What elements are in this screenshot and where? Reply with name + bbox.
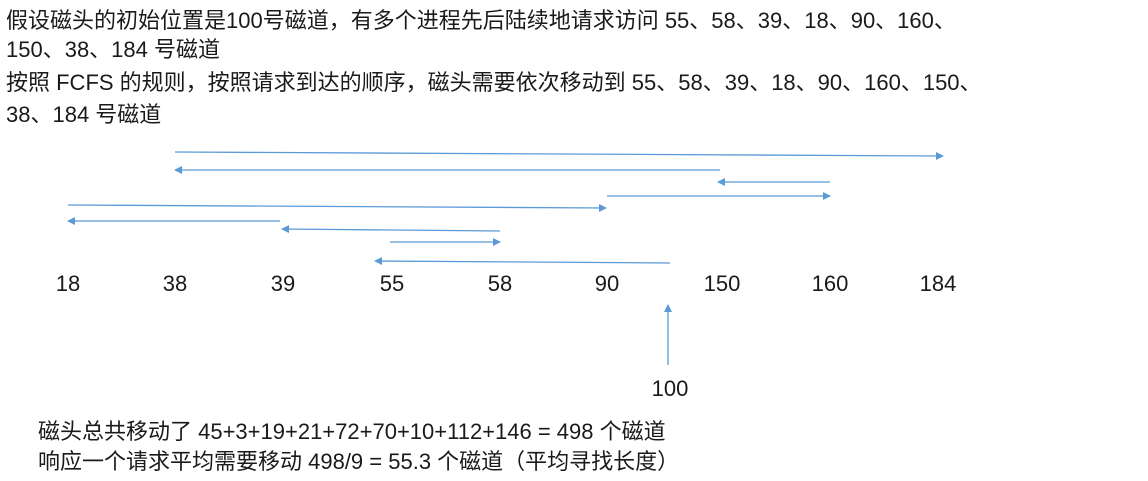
movement-arrows bbox=[67, 151, 944, 365]
track-label: 58 bbox=[488, 271, 512, 296]
arrow bbox=[281, 225, 501, 234]
rule-line: 按照 FCFS 的规则，按照请求到达的顺序，磁头需要依次移动到 55、58、39… bbox=[6, 70, 982, 95]
arrow bbox=[374, 257, 671, 266]
intro-line: 假设磁头的初始位置是100号磁道，有多个进程先后陆续地请求访问 55、58、39… bbox=[6, 8, 956, 33]
summary-line: 磁头总共移动了 45+3+19+21+72+70+10+112+146 = 49… bbox=[38, 419, 666, 444]
track-label: 18 bbox=[56, 271, 80, 296]
arrow bbox=[67, 203, 607, 212]
rule-line: 38、184 号磁道 bbox=[6, 102, 161, 127]
summary-line: 响应一个请求平均需要移动 498/9 = 55.3 个磁道（平均寻找长度） bbox=[38, 449, 679, 474]
track-label: 39 bbox=[271, 271, 295, 296]
intro-line: 150、38、184 号磁道 bbox=[6, 37, 220, 62]
track-label: 160 bbox=[812, 271, 849, 296]
track-label: 150 bbox=[704, 271, 741, 296]
arrow bbox=[174, 151, 944, 160]
track-label: 184 bbox=[920, 271, 957, 296]
track-label: 90 bbox=[595, 271, 619, 296]
track-label: 55 bbox=[380, 271, 404, 296]
track-label: 38 bbox=[163, 271, 187, 296]
start-label: 100 bbox=[652, 376, 689, 401]
